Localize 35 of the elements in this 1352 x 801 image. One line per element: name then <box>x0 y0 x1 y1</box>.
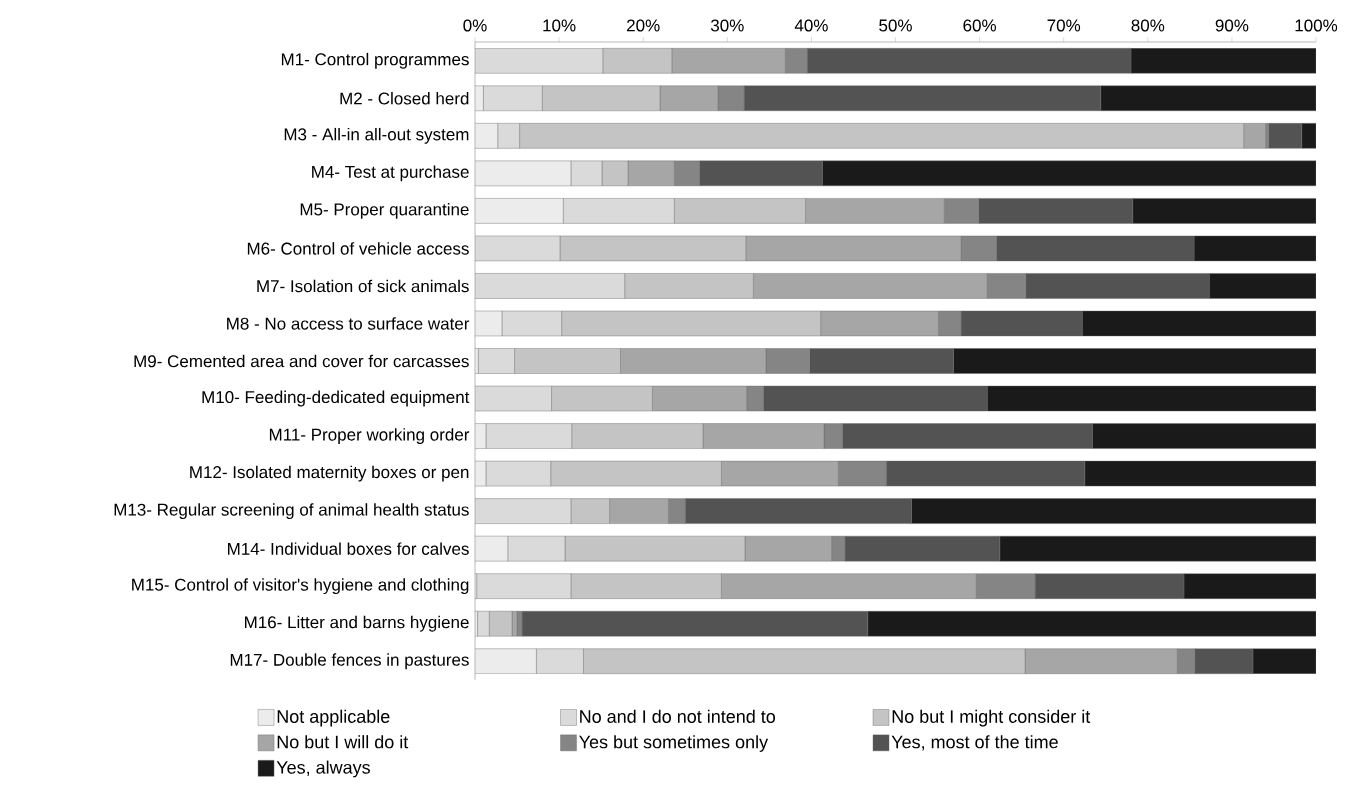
x-tick-label: 20% <box>627 19 660 32</box>
y-tick-label: M7- Isolation of sick animals <box>257 279 469 293</box>
x-tick-label: 90% <box>1215 19 1249 32</box>
legend-label: Yes but sometimes only <box>579 735 769 752</box>
y-tick-label: M5- Proper quarantine <box>300 202 469 219</box>
y-tick-label: M2 - Closed herd <box>340 92 469 105</box>
legend-label: No but I will do it <box>277 735 409 749</box>
legend-label: No and I do not intend to <box>580 709 776 723</box>
y-tick-label: M14- Individual boxes for calves <box>228 542 469 555</box>
x-tick-label: 70% <box>1047 19 1081 32</box>
y-tick-label: M9- Cemented area and cover for carcasses <box>134 354 469 368</box>
x-tick-label: 10% <box>543 19 576 32</box>
x-tick-label: 80% <box>1131 19 1165 32</box>
y-tick-label: M8 - No access to surface water <box>227 317 470 330</box>
y-tick-label: M12- Isolated maternity boxes or pen <box>190 465 469 482</box>
y-tick-label: M3 - All-in all-out system <box>284 127 469 144</box>
x-tick-label: 0% <box>463 19 487 32</box>
y-tick-label: M17- Double fences in pastures <box>230 653 469 670</box>
legend-label: No but I might consider it <box>892 709 1091 727</box>
y-tick-label: M10- Feeding-dedicated equipment <box>202 390 470 407</box>
y-tick-label: M11- Proper working order <box>269 428 470 444</box>
y-tick-label: M6- Control of vehicle access <box>247 242 469 255</box>
y-tick-label: M1- Control programmes <box>281 52 469 69</box>
y-tick-label: M4- Test at purchase <box>312 165 469 182</box>
y-tick-label: M15- Control of visitor's hygiene and clothing <box>132 578 469 595</box>
legend-label: Not applicable <box>277 709 390 727</box>
x-tick-label: 100% <box>1295 19 1338 32</box>
x-tick-label: 60% <box>963 19 997 32</box>
legend-label: Yes, most of the time <box>891 735 1058 751</box>
x-tick-label: 50% <box>879 19 912 32</box>
y-tick-label: M13- Regular screening of animal health status <box>114 503 469 520</box>
x-tick-label: 40% <box>794 19 828 32</box>
legend-label: Yes, always <box>276 760 370 778</box>
y-tick-label: M16- Litter and barns hygiene <box>245 615 469 632</box>
x-tick-label: 30% <box>710 19 744 32</box>
